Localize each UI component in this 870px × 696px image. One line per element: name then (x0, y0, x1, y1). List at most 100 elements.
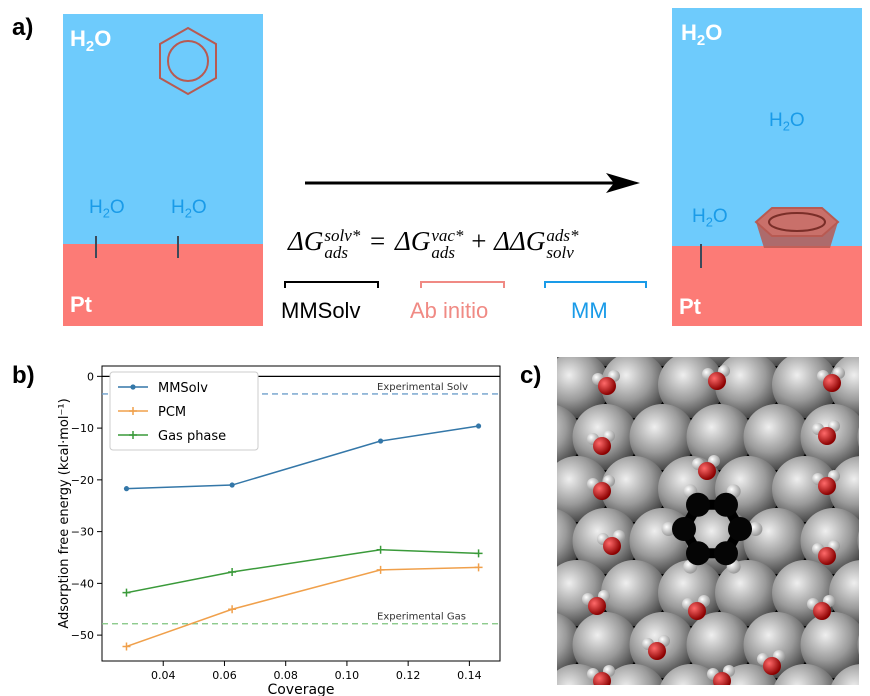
metal-slab (63, 244, 263, 326)
platinum-atom (601, 456, 667, 522)
reference-line-label: Experimental Solv (377, 382, 468, 393)
carbon-atom (686, 492, 710, 517)
data-point (475, 423, 482, 429)
data-point (229, 482, 235, 488)
adsorption-energy-chart: Experimental Solv Experimental Gas 0.04 0.0… (57, 365, 501, 696)
y-tick-label: −50 (71, 629, 94, 642)
series-line (126, 566, 479, 648)
oxygen-atom (593, 437, 611, 455)
oxygen-atom (708, 372, 726, 390)
x-axis-label: Coverage (267, 682, 334, 696)
oxygen-atom (698, 462, 716, 480)
x-tick-label: 0.06 (212, 669, 237, 682)
platinum-atom (800, 508, 859, 574)
data-point (122, 588, 131, 597)
platinum-atom (601, 560, 667, 626)
data-point (474, 549, 483, 558)
legend-label: Gas phase (158, 429, 226, 444)
mmsolv-term-label: MMSolv (281, 298, 361, 323)
legend-marker (130, 384, 136, 390)
y-tick-label: −10 (71, 422, 94, 435)
platinum-atom (715, 560, 781, 626)
platinum-atom (557, 509, 582, 573)
platinum-atom (857, 635, 859, 655)
oxygen-atom (588, 597, 606, 615)
carbon-atom (714, 492, 738, 517)
carbon-atom (714, 541, 738, 566)
platinum-atom (772, 456, 838, 522)
term-brackets (284, 281, 647, 288)
data-point (376, 545, 385, 554)
water-phase-label: H2O (70, 26, 112, 56)
data-point (123, 486, 130, 492)
mm-term-label: MM (571, 298, 608, 323)
platinum-atom (660, 664, 722, 685)
panel-b-label: b) (12, 362, 35, 389)
oxygen-atom (818, 547, 836, 565)
water-bond-left (95, 236, 97, 258)
carbon-atom (672, 517, 696, 541)
hydrogen-atom (748, 522, 763, 536)
legend-box (109, 371, 259, 451)
water-bond-right (177, 236, 179, 258)
abinitio-term-label: Ab initio (410, 298, 489, 323)
platinum-atom (774, 664, 836, 685)
water-region (63, 14, 263, 244)
y-tick-label: −30 (71, 526, 94, 539)
hydrogen-atom (661, 522, 676, 536)
series-line (126, 425, 479, 490)
legend-marker (129, 431, 137, 439)
x-tick-label: 0.08 (273, 669, 298, 682)
bulk-water-label: H2O (769, 110, 805, 134)
benzene-icon (159, 26, 217, 96)
panel-c-label: c) (520, 362, 542, 389)
platinum-atom (557, 357, 610, 418)
platinum-atom (557, 405, 582, 469)
adsorbed-benzene-icon (754, 207, 840, 248)
reference-line-label: Experimental Gas (377, 612, 466, 623)
series-line (126, 548, 479, 594)
oxygen-atom (823, 374, 841, 392)
platinum-atom (715, 357, 781, 418)
y-axis-label: Adsorption free energy (kcal·mol⁻¹) (57, 398, 72, 628)
platinum-atom (603, 664, 665, 685)
metal-label: Pt (70, 292, 92, 317)
platinum-atom (857, 531, 859, 551)
data-point (474, 563, 483, 572)
metal-label-right: Pt (679, 294, 701, 319)
platinum-atom (557, 613, 582, 677)
panel-a-label: a) (12, 14, 34, 41)
water-region-right (672, 8, 862, 246)
oxygen-atom (593, 482, 611, 500)
right-system-box: H2O Pt H2O H2O (672, 8, 862, 326)
water-bond-adsorbed (700, 244, 702, 268)
oxygen-atom (593, 672, 611, 685)
carbon-atom (728, 517, 752, 541)
adsorbed-water-label: H2O (692, 206, 728, 230)
y-tick-label: −40 (71, 577, 94, 590)
left-system-box: H2O Pt H2O H2O (63, 14, 263, 326)
oxygen-atom (598, 377, 616, 395)
data-point (122, 642, 131, 651)
free-energy-equation: ΔG solv* ads = ΔG vac* ads + ΔΔG ads* solv (288, 225, 579, 262)
oxygen-atom (818, 427, 836, 445)
legend-label: PCM (158, 405, 186, 420)
adsorbed-water-right: H2O (171, 197, 207, 221)
oxygen-atom (648, 642, 666, 660)
adsorbed-water-left: H2O (89, 197, 125, 221)
oxygen-atom (818, 477, 836, 495)
platinum-atom (831, 664, 859, 685)
platinum-atom (658, 560, 724, 626)
platinum-atom (829, 560, 859, 626)
md-snapshot-image (557, 357, 859, 685)
x-tick-label: 0.14 (457, 669, 482, 682)
platinum-atom (857, 427, 859, 447)
legend-label: MMSolv (158, 381, 208, 396)
reaction-arrow (305, 173, 640, 193)
oxygen-atom (688, 602, 706, 620)
data-point (228, 605, 237, 614)
oxygen-atom (713, 672, 731, 685)
data-point (228, 567, 237, 576)
x-tick-label: 0.04 (151, 669, 176, 682)
legend-marker (129, 407, 137, 415)
